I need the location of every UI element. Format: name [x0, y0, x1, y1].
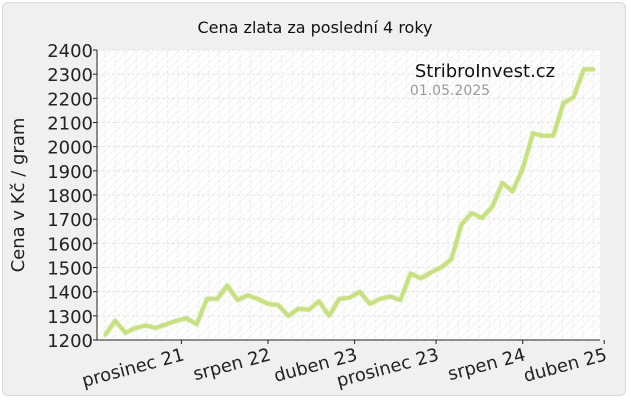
data-point: [388, 294, 392, 299]
y-tick-label: 1200: [47, 331, 93, 352]
data-point: [541, 134, 545, 138]
chart-title: Cena zlata za poslední 4 roky: [198, 18, 433, 37]
data-point: [582, 67, 586, 71]
data-point: [235, 298, 240, 302]
data-point: [225, 284, 229, 288]
x-tick-label: srpen 24: [446, 344, 528, 385]
data-point: [103, 333, 107, 337]
data-point: [409, 271, 413, 276]
data-point: [510, 189, 515, 193]
y-tick-label: 1300: [47, 307, 93, 328]
data-point: [195, 322, 199, 326]
data-point: [459, 222, 464, 226]
data-point: [327, 314, 331, 318]
data-point: [572, 95, 576, 99]
y-axis-label: Cena v Kč / gram: [8, 118, 29, 273]
data-point: [123, 331, 127, 335]
data-point: [205, 297, 209, 301]
y-tick-label: 1900: [47, 162, 93, 183]
series-group: [102, 66, 596, 337]
data-point: [246, 293, 250, 297]
y-axis-ticks: 1200 1300 1400 1500 1600 1700 1800 1900 2000 2100…: [47, 41, 97, 352]
data-point: [144, 323, 148, 328]
data-point: [398, 298, 403, 302]
data-point: [266, 302, 270, 306]
y-tick-label: 1600: [47, 234, 93, 255]
y-tick-label: 2200: [47, 89, 93, 110]
data-point: [592, 67, 596, 71]
data-point: [174, 319, 178, 323]
data-point: [439, 265, 443, 270]
data-point: [256, 297, 260, 301]
y-tick-label: 2300: [47, 65, 93, 86]
y-tick-label: 1500: [47, 259, 93, 280]
data-point: [521, 166, 525, 171]
data-point: [307, 308, 311, 312]
data-point: [347, 296, 352, 300]
data-point: [449, 257, 453, 261]
x-tick-label: prosinec 21: [80, 344, 187, 391]
data-point: [368, 302, 372, 306]
x-tick-label: duben 25: [521, 344, 609, 386]
data-point: [531, 131, 535, 135]
data-point: [490, 205, 494, 209]
data-point: [296, 306, 301, 311]
data-point: [184, 316, 189, 320]
data-point: [154, 326, 158, 330]
data-point: [500, 181, 504, 185]
data-point: [561, 101, 566, 105]
data-point: [551, 134, 555, 138]
date-label: 01.05.2025: [410, 83, 490, 99]
data-point: [480, 216, 484, 220]
y-tick-label: 2400: [47, 41, 93, 62]
y-tick-label: 2000: [47, 138, 93, 159]
data-point: [358, 290, 362, 294]
y-tick-label: 1400: [47, 283, 93, 304]
data-point: [286, 314, 290, 318]
data-point: [133, 326, 138, 330]
data-point: [276, 303, 280, 307]
data-point: [378, 297, 382, 301]
y-tick-label: 1800: [47, 186, 93, 207]
watermark-text: StribroInvest.cz: [415, 61, 555, 82]
data-point: [470, 211, 474, 215]
y-tick-label: 2100: [47, 114, 93, 135]
data-point: [215, 297, 219, 301]
data-point: [419, 276, 423, 280]
data-point: [337, 297, 341, 301]
y-tick-label: 1700: [47, 210, 93, 231]
x-tick-label: srpen 22: [191, 344, 273, 385]
data-point: [429, 270, 433, 274]
data-point: [113, 319, 117, 323]
data-point: [317, 299, 321, 303]
data-point: [164, 322, 168, 326]
